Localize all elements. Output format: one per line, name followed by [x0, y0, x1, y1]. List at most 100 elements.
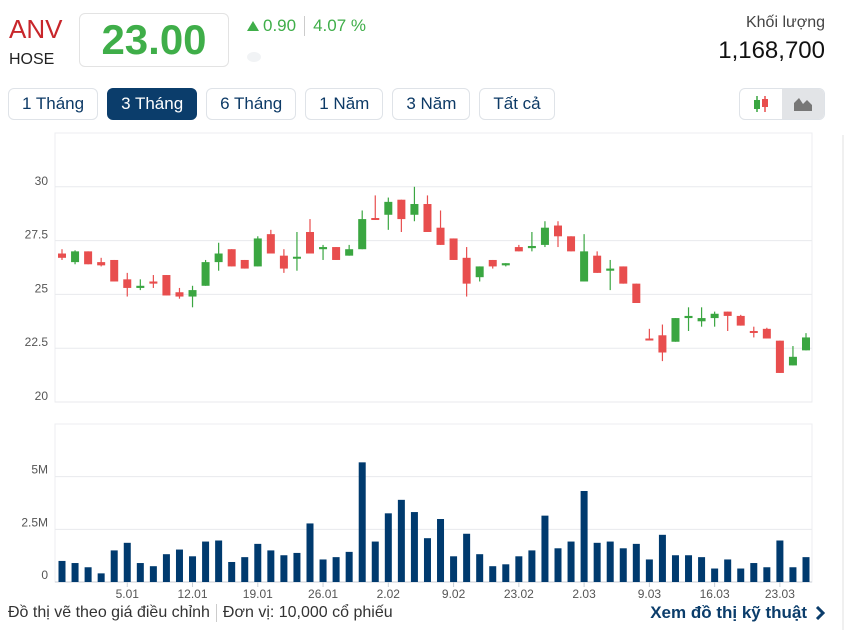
candle [540, 221, 549, 248]
candle [306, 219, 314, 254]
volume-bar [671, 555, 679, 582]
candle-body [723, 311, 732, 316]
volume-bar [149, 566, 157, 582]
x-tick-label: 5.01 [116, 587, 140, 601]
candle [567, 236, 576, 252]
volume-label: Khối lượng [745, 14, 825, 31]
volume-bar [567, 541, 575, 582]
candle-body [619, 266, 628, 284]
candle-body [645, 338, 654, 341]
volume-bar [384, 513, 392, 582]
tab-3-years[interactable]: 3 Năm [392, 88, 471, 120]
x-tick-label: 12.01 [178, 587, 208, 601]
candle-body [749, 330, 758, 333]
candle-body [332, 247, 341, 260]
candle-body [253, 238, 262, 267]
volume-bar [763, 567, 771, 582]
candle-body [462, 257, 471, 284]
volume-bar [593, 542, 601, 582]
candle-body [371, 218, 380, 221]
tab-1-month[interactable]: 1 Tháng [8, 88, 99, 120]
volume-bar [332, 557, 340, 582]
candle [397, 199, 406, 232]
volume-bar [371, 541, 379, 582]
change-value: 0.90 [263, 16, 297, 35]
x-tick-label: 16.03 [700, 587, 730, 601]
volume-bar [123, 542, 131, 582]
volume-bar [84, 567, 92, 582]
candle-body [214, 253, 223, 263]
candle-body [58, 253, 66, 258]
volume-bar [489, 566, 497, 582]
area-chart-button[interactable] [782, 89, 824, 119]
candle [802, 333, 810, 351]
candle-body [384, 201, 393, 215]
x-tick-label: 9.03 [638, 587, 662, 601]
candle [723, 311, 732, 331]
tab-6-months[interactable]: 6 Tháng [206, 88, 297, 120]
candle-body [658, 335, 667, 353]
volume-bar [410, 512, 418, 582]
candle [266, 229, 275, 254]
candle [162, 275, 171, 296]
x-tick-label: 2.03 [572, 587, 596, 601]
candle-body [149, 281, 158, 284]
price-tick-label: 25 [35, 281, 49, 295]
candle [462, 247, 471, 297]
price-tick-label: 27.5 [25, 228, 49, 242]
volume-bar [215, 540, 223, 582]
candle-body [606, 268, 615, 271]
volume-bar [528, 550, 536, 582]
volume-bar [162, 554, 170, 582]
candle [253, 236, 262, 267]
candle-body [175, 292, 184, 297]
volume-bar [71, 563, 79, 582]
candle [762, 327, 771, 339]
volume-tick-label: 0 [41, 568, 48, 582]
candle-body [71, 251, 80, 263]
divider [304, 16, 306, 36]
volume-bar [685, 555, 693, 582]
volume-bar [476, 554, 484, 582]
candle-body [410, 204, 419, 215]
candle [658, 324, 667, 362]
volume-bar [632, 543, 640, 582]
candle [710, 311, 719, 327]
candlestick-button[interactable] [740, 89, 782, 119]
x-tick-label: 19.01 [243, 587, 273, 601]
candlestick-icon [754, 96, 768, 112]
candle-body [162, 275, 171, 296]
candle-body [423, 204, 432, 232]
volume-bar [254, 543, 262, 582]
candle [214, 242, 223, 271]
ticker-symbol: ANV [9, 14, 63, 44]
candle [775, 340, 784, 373]
volume-bar [711, 568, 719, 582]
technical-chart-link[interactable]: Xem đồ thị kỹ thuật [650, 603, 825, 623]
tab-3-months[interactable]: 3 Tháng [107, 88, 198, 120]
tab-all[interactable]: Tất cả [479, 88, 555, 120]
volume-bar [750, 563, 758, 582]
volume-bar [554, 548, 562, 582]
candle [501, 263, 510, 267]
candle [371, 195, 380, 221]
candle [736, 314, 745, 326]
candle [593, 251, 602, 273]
x-tick-label: 23.02 [504, 587, 534, 601]
candle [123, 272, 132, 297]
volume-bar [541, 515, 549, 582]
volume-bar [515, 556, 523, 582]
technical-chart-link-label: Xem đồ thị kỹ thuật [650, 603, 807, 622]
candle [697, 307, 706, 327]
volume-bar [175, 549, 183, 582]
candle [606, 259, 615, 291]
candle-body [345, 249, 354, 256]
volume-bar [397, 499, 405, 582]
x-tick-label: 2.02 [377, 587, 401, 601]
volume-bar [202, 541, 210, 582]
divider [215, 604, 217, 622]
tab-1-year[interactable]: 1 Năm [305, 88, 384, 120]
candle-body [567, 236, 576, 252]
volume-bar [423, 538, 431, 582]
exchange-label: HOSE [9, 51, 55, 68]
